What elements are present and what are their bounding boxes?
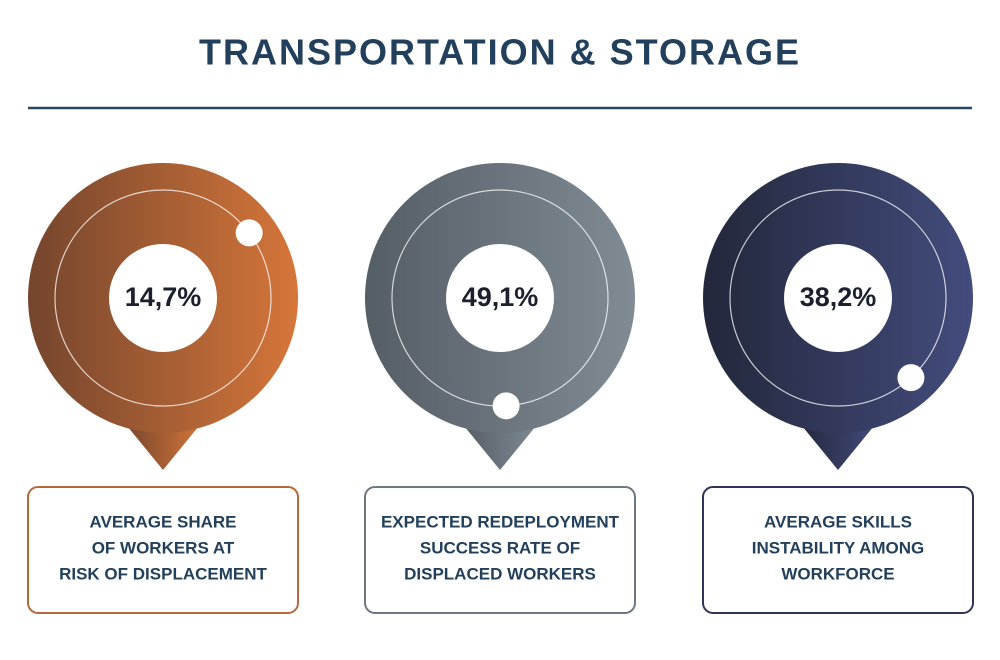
pin-pointer (123, 421, 203, 470)
description-line: EXPECTED REDEPLOYMENT (381, 512, 620, 531)
description-line: AVERAGE SKILLS (764, 512, 912, 531)
description-line: INSTABILITY AMONG (752, 538, 925, 557)
gauge: 49,1% EXPECTED REDEPLOYMENT SUCCESS RATE O… (364, 163, 636, 614)
progress-dot (492, 392, 520, 420)
value-label: 14,7% (125, 282, 202, 312)
center-disc (784, 244, 892, 352)
description-line: RISK OF DISPLACEMENT (59, 564, 267, 583)
ring (54, 189, 272, 407)
description-box (27, 486, 299, 614)
ring (729, 189, 947, 407)
center-disc (446, 244, 554, 352)
center-disc (109, 244, 217, 352)
gauge: 38,2% AVERAGE SKILLS INSTABILITY AMONG WORK… (702, 163, 974, 614)
description-line: SUCCESS RATE OF (420, 538, 580, 557)
title: TRANSPORTATION & STORAGE (199, 32, 801, 73)
pin-pointer (798, 421, 878, 470)
progress-dot (897, 364, 925, 392)
description-line: WORKFORCE (781, 564, 894, 583)
description-line: AVERAGE SHARE (89, 512, 236, 531)
description-box (702, 486, 974, 614)
value-label: 49,1% (462, 282, 539, 312)
pin-pointer (460, 421, 540, 470)
description-line: DISPLACED WORKERS (404, 564, 596, 583)
description-box (364, 486, 636, 614)
gauge: 14,7% AVERAGE SHARE OF WORKERS AT RISK OF D… (27, 163, 299, 614)
progress-dot (235, 219, 263, 247)
value-label: 38,2% (800, 282, 877, 312)
description-line: OF WORKERS AT (92, 538, 235, 557)
